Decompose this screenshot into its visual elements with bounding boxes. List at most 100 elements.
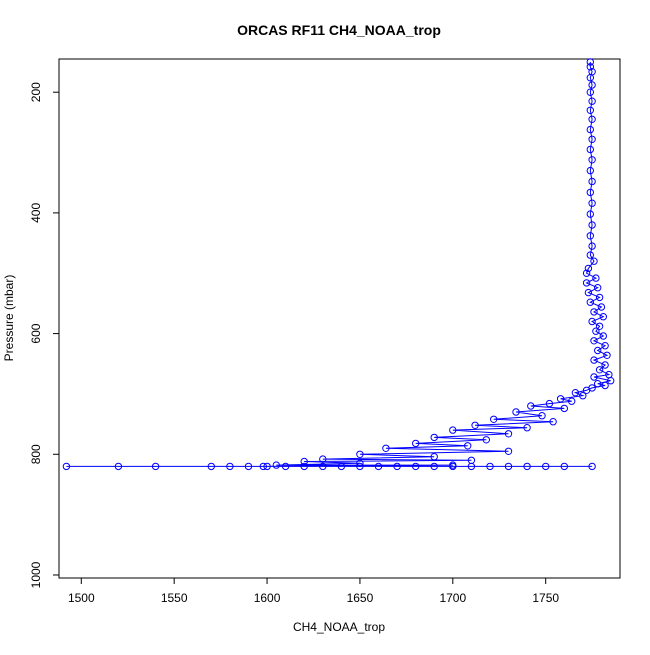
data-point — [588, 81, 596, 89]
data-point — [586, 88, 594, 96]
x-tick-label: 1750 — [532, 591, 559, 605]
data-point — [300, 462, 308, 471]
data-point — [151, 462, 160, 471]
data-point — [590, 337, 598, 345]
data-point — [527, 402, 535, 410]
y-tick-label: 600 — [29, 323, 43, 343]
data-point — [523, 462, 531, 471]
data-point — [590, 356, 598, 364]
data-point — [412, 439, 420, 448]
data-point — [588, 317, 596, 326]
data-point — [592, 327, 600, 335]
data-point — [586, 58, 594, 66]
data-point — [586, 298, 594, 306]
y-tick-label: 800 — [29, 444, 43, 464]
data-point — [571, 389, 580, 397]
data-point — [374, 462, 383, 471]
data-point — [482, 436, 490, 444]
y-axis-label: Pressure (mbar) — [2, 275, 16, 362]
y-tick-label: 1000 — [29, 561, 43, 588]
data-point — [586, 74, 594, 82]
data-point — [592, 274, 600, 282]
data-point — [599, 332, 607, 340]
data-point — [560, 462, 568, 471]
data-point — [595, 322, 604, 330]
data-point — [556, 395, 565, 403]
data-point — [319, 455, 327, 463]
data-point — [356, 450, 364, 458]
data-point — [582, 279, 591, 287]
data-point — [588, 115, 596, 124]
data-point — [319, 462, 327, 471]
x-tick-label: 1500 — [68, 591, 95, 605]
data-point — [504, 430, 513, 438]
data-point — [601, 361, 609, 369]
data-point — [590, 257, 598, 265]
data-point — [586, 232, 594, 240]
data-point — [356, 462, 364, 471]
data-point — [579, 392, 587, 400]
data-point — [471, 421, 479, 429]
data-point — [542, 462, 550, 471]
data-point — [588, 97, 596, 105]
data-point — [523, 424, 531, 432]
data-point — [586, 125, 594, 134]
chart-title: ORCAS RF11 CH4_NOAA_trop — [237, 22, 441, 38]
data-point — [568, 397, 576, 405]
data-point — [594, 346, 602, 355]
data-point — [586, 166, 594, 175]
data-point — [504, 447, 513, 455]
x-tick-label: 1700 — [439, 591, 466, 605]
x-tick-label: 1550 — [161, 591, 188, 605]
data-point — [595, 293, 604, 302]
data-point — [412, 462, 420, 471]
data-point — [490, 415, 498, 423]
data-point — [449, 462, 457, 471]
data-point — [586, 106, 594, 115]
data-point — [597, 303, 606, 311]
data-point — [588, 221, 596, 229]
plot-frame — [58, 58, 621, 579]
data-point — [599, 313, 607, 321]
data-point — [430, 433, 438, 442]
data-point — [226, 462, 234, 471]
data-point — [590, 308, 598, 316]
data-point — [584, 288, 593, 297]
data-point — [504, 462, 513, 471]
data-point — [560, 404, 568, 413]
y-axis: 200 400 600 800 1000 — [29, 82, 59, 588]
x-axis-label: CH4_NOAA_trop — [293, 620, 385, 634]
y-tick-label: 200 — [29, 82, 43, 102]
data-point — [259, 462, 267, 471]
x-axis: 1500 1550 1600 1650 1700 1750 — [68, 578, 559, 605]
data-point — [467, 462, 476, 471]
data-point — [588, 199, 596, 207]
data-point — [430, 462, 438, 471]
data-point — [601, 381, 609, 390]
series-layer — [62, 58, 615, 471]
data-point — [545, 399, 554, 408]
data-point — [595, 366, 604, 374]
data-point — [263, 462, 271, 471]
data-point — [584, 264, 593, 273]
data-point — [356, 459, 364, 467]
data-point — [207, 462, 216, 471]
data-point — [272, 461, 280, 469]
data-point — [382, 444, 390, 452]
data-point — [62, 462, 71, 471]
data-point — [114, 462, 123, 471]
data-point — [588, 462, 596, 471]
data-point — [244, 462, 253, 471]
x-tick-label: 1600 — [254, 591, 281, 605]
data-point — [586, 145, 594, 154]
data-point — [549, 418, 557, 426]
data-point — [601, 342, 609, 350]
data-point — [486, 462, 494, 471]
data-point — [588, 177, 596, 186]
series-line — [66, 62, 611, 467]
data-point — [586, 63, 594, 71]
data-point — [582, 386, 591, 394]
data-point — [464, 442, 472, 450]
